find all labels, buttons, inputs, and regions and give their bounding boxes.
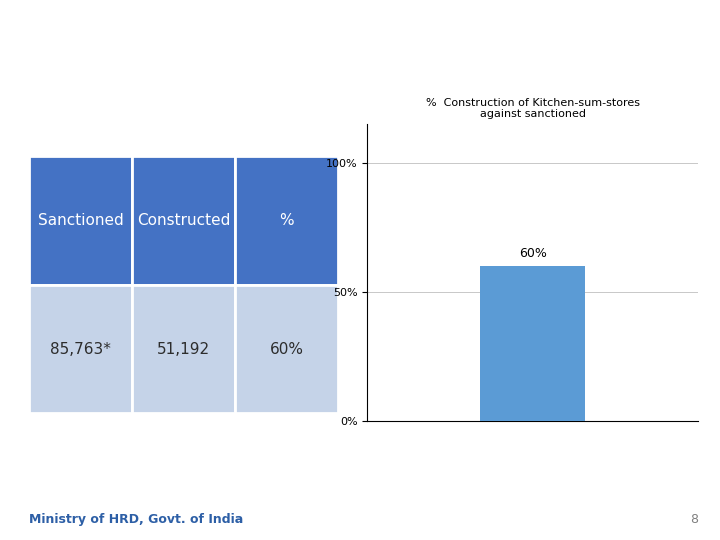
Text: Sanctioned: Sanctioned [37,213,123,228]
Text: %: % [279,213,294,228]
Bar [235,157,338,285]
Text: 85,763*: 85,763* [50,341,111,356]
Title: %  Construction of Kitchen-sum-stores
against sanctioned: % Construction of Kitchen-sum-stores aga… [426,98,640,119]
Text: Construction of Kitchen-cum-Stores: Construction of Kitchen-cum-Stores [107,30,613,53]
Bar [29,285,132,413]
Text: (Primary & U. Primary): (Primary & U. Primary) [199,77,521,101]
Text: 8: 8 [690,513,698,526]
Text: Constructed: Constructed [137,213,230,228]
Bar [132,285,235,413]
Text: 51,192: 51,192 [157,341,210,356]
Text: 60%: 60% [270,341,304,356]
Bar [132,157,235,285]
Text: 60%: 60% [519,247,546,260]
Bar [480,266,585,421]
Bar [235,285,338,413]
Text: *Including repair of 28968 kitchen cum stores sanctioned in PAB-MDM 2019-20,
how: *Including repair of 28968 kitchen cum s… [81,450,639,482]
Text: Ministry of HRD, Govt. of India: Ministry of HRD, Govt. of India [29,513,243,526]
Bar [29,157,132,285]
